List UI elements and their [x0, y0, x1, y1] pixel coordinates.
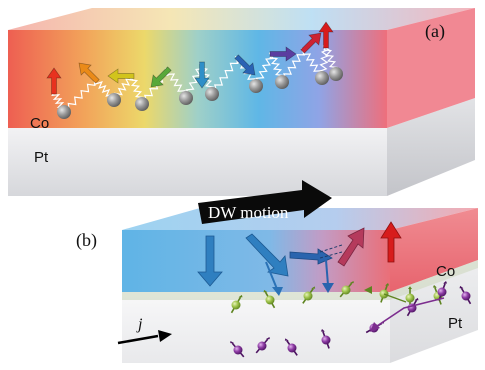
pt-layer-front-b: [122, 292, 390, 363]
panel-a: (a) Co Pt: [8, 8, 475, 196]
scatter-path: [383, 293, 407, 303]
arrow-down-right-icon: [234, 54, 256, 76]
spin-electron-green: [302, 286, 316, 304]
arrow-up-right-icon: [337, 227, 365, 267]
pt-layer-side: [387, 98, 475, 196]
arrow-right-icon: [269, 46, 297, 62]
lattice-atom: [315, 71, 329, 85]
pt-label-a: Pt: [34, 149, 49, 166]
arrow-down-left-icon: [150, 66, 172, 88]
lattice-atom: [275, 75, 289, 89]
arrow-right-icon: [158, 330, 172, 342]
arrow-up-icon: [46, 67, 62, 95]
spin-arrows: [46, 21, 334, 95]
spin-electron-purple: [437, 281, 448, 301]
arrow-up-icon: [380, 221, 402, 263]
spin-electron-green: [339, 281, 354, 298]
lattice-atom: [249, 79, 263, 93]
co-label-a: Co: [30, 115, 49, 132]
arrow-down-icon: [197, 235, 223, 287]
spin-electron-purple: [230, 341, 245, 358]
pt-layer-front: [8, 128, 387, 196]
co-label-b: Co: [436, 263, 455, 280]
co-layer-top: [8, 8, 475, 30]
panel-b: DW motion j (b) Co Pt: [76, 180, 478, 363]
arrow-down-right-icon: [245, 233, 289, 277]
lattice-atom: [329, 67, 343, 81]
pt-label-b: Pt: [448, 315, 463, 332]
spring-line: [211, 56, 239, 95]
lattice-atom: [107, 93, 121, 107]
electrons: [230, 281, 472, 358]
dashed-guide: [319, 251, 343, 259]
interface-strip: [122, 260, 478, 300]
small-spin-line: [265, 261, 278, 290]
arrow-icon: [370, 322, 380, 332]
arrow-up-left-icon: [78, 62, 100, 84]
spin-electron-green: [230, 294, 243, 314]
arrow-icon: [364, 286, 372, 294]
lattice-atom: [179, 91, 193, 105]
spin-wave-chain: [51, 45, 343, 119]
arrow-left-icon: [107, 68, 135, 84]
small-spin-line: [325, 259, 329, 286]
lattice-atom: [135, 97, 149, 111]
spin-electron-purple: [459, 285, 472, 305]
scatter-path: [373, 297, 445, 329]
arrow-up-right-icon: [300, 32, 322, 54]
co-layer-side-b: [390, 208, 478, 292]
arrow-down-icon: [272, 287, 283, 296]
spin-electron-purple: [255, 337, 270, 354]
magnetization-arrows-b: [197, 221, 402, 296]
spin-electron-purple: [320, 329, 331, 349]
current-label: j: [136, 316, 143, 333]
current-arrow: [117, 334, 159, 345]
dw-motion-label: DW motion: [208, 203, 289, 222]
dashed-guide: [319, 244, 343, 253]
co-layer-side: [387, 8, 475, 128]
panel-label-a: (a): [425, 21, 445, 42]
spring-line: [63, 77, 96, 113]
arrow-up-icon: [318, 21, 334, 49]
co-layer-front-b: [122, 230, 390, 292]
lattice-atom: [57, 105, 71, 119]
lattice-atom: [205, 87, 219, 101]
arrow-down-icon: [322, 283, 334, 293]
dw-motion-arrow: [198, 180, 332, 224]
arrow-down-icon: [194, 61, 210, 89]
spin-electron-green: [263, 289, 276, 309]
arrow-right-icon: [289, 248, 333, 265]
spin-electron-purple: [284, 338, 298, 356]
panel-label-b: (b): [76, 230, 97, 251]
